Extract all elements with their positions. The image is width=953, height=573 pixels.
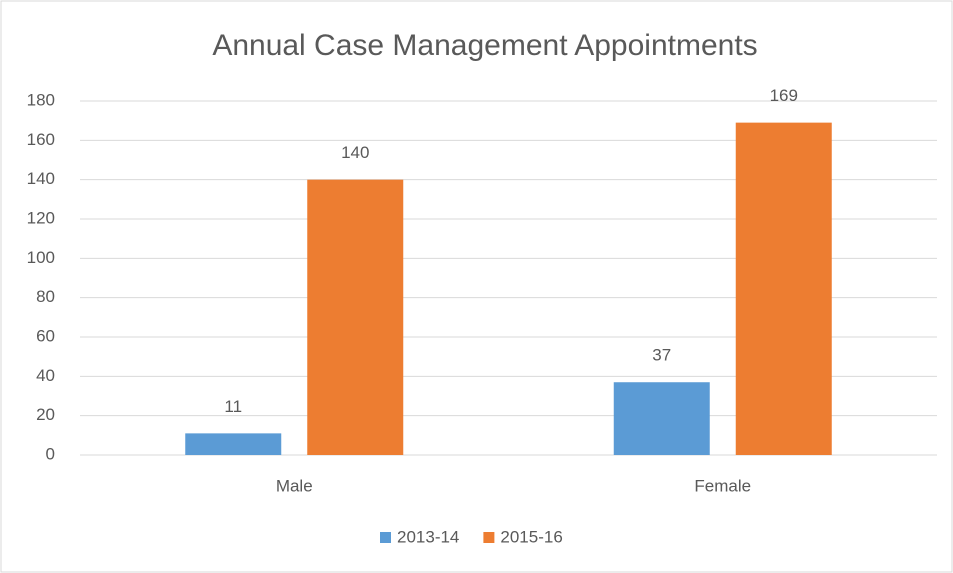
x-tick-label: Male [276,476,313,495]
x-tick-label: Female [694,476,751,495]
legend-swatch [380,532,391,543]
y-tick-label: 100 [27,248,55,267]
data-label: 37 [652,346,671,365]
bar [307,179,404,455]
y-tick-label: 120 [27,208,55,227]
y-tick-label: 0 [46,444,55,463]
data-label: 169 [770,86,798,105]
data-label: 11 [224,397,242,416]
bar [613,382,710,455]
bar [185,433,282,455]
y-tick-label: 140 [27,169,55,188]
y-tick-label: 60 [36,326,55,345]
y-tick-label: 160 [27,130,55,149]
legend-label: 2015-16 [500,527,562,546]
y-tick-label: 180 [27,90,55,109]
chart-title: Annual Case Management Appointments [212,29,757,62]
legend-swatch [483,532,495,543]
legend-label: 2013-14 [397,527,459,546]
y-tick-label: 40 [36,366,55,385]
data-label: 140 [341,143,369,162]
bar [735,122,832,455]
y-tick-label: 80 [36,287,55,306]
y-tick-label: 20 [36,405,55,424]
